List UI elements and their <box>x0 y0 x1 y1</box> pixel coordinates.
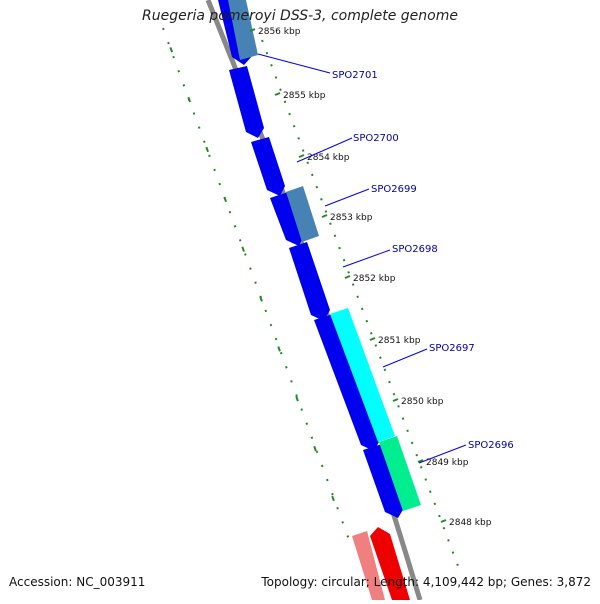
scale-tick-label: 2849 kbp <box>426 458 469 468</box>
gene-label-leader <box>382 348 428 368</box>
gene-label-leader <box>296 137 353 163</box>
scale-tick-mark <box>344 275 351 279</box>
gene-label-leader <box>324 188 370 207</box>
gene-label: SPO2699 <box>371 184 417 195</box>
scale-tick-mark <box>392 398 399 402</box>
scale-tick-mark <box>274 92 281 96</box>
cds-red-1 <box>352 531 385 600</box>
cds-blue-7 <box>363 444 404 518</box>
gene-label: SPO2701 <box>332 70 378 81</box>
scale-tick-mark <box>321 214 328 218</box>
scale-tick-mark <box>298 154 305 158</box>
cds-blue-6 <box>314 314 380 451</box>
inner-dotted-ring <box>261 39 459 567</box>
gene-label: SPO2696 <box>468 440 514 451</box>
scale-tick-mark <box>417 459 424 463</box>
cds-blue-5 <box>289 242 330 321</box>
cds-red-2 <box>370 527 410 600</box>
gene-label: SPO2697 <box>429 343 475 354</box>
scale-tick-mark <box>440 519 447 523</box>
gene-label-leader <box>257 53 331 74</box>
scale-tick-mark <box>249 28 256 32</box>
genome-summary-text: Topology: circular; Length: 4,109,442 bp… <box>261 575 591 589</box>
gene-labels: SPO2701 SPO2700 SPO2699 SPO2698 SPO2697 SPO26… <box>257 53 514 464</box>
gene-spring-spo2696 <box>379 436 421 511</box>
scale-tick-label: 2852 kbp <box>353 274 396 284</box>
scale-tick-label: 2856 kbp <box>258 27 301 37</box>
scale-ticks: 2856 kbp 2855 kbp 2854 kbp 2853 kbp 2852 kbp… <box>249 27 492 528</box>
gene-cyan-spo2697 <box>330 308 395 442</box>
map-title: Ruegeria pomeroyi DSS-3, complete genome <box>142 8 458 24</box>
gene-label-leader <box>418 444 467 464</box>
scale-tick-label: 2848 kbp <box>449 518 492 528</box>
scale-tick-mark <box>369 337 376 341</box>
cds-blue-2 <box>229 66 264 138</box>
gene-steelblue-top <box>228 0 258 60</box>
cds-blue-4 <box>270 192 304 246</box>
accession-text: Accession: NC_003911 <box>9 575 146 589</box>
scale-tick-label: 2853 kbp <box>330 213 373 223</box>
scale-tick-label: 2850 kbp <box>401 397 444 407</box>
scale-tick-label: 2854 kbp <box>307 153 350 163</box>
gene-label-leader <box>342 249 391 268</box>
gene-label: SPO2698 <box>392 244 438 255</box>
scale-tick-label: 2855 kbp <box>283 91 326 101</box>
cds-blue-3 <box>251 137 285 196</box>
scale-tick-label: 2851 kbp <box>378 336 421 346</box>
gene-steelblue-spo2699 <box>286 186 319 242</box>
gene-label: SPO2700 <box>353 133 399 144</box>
